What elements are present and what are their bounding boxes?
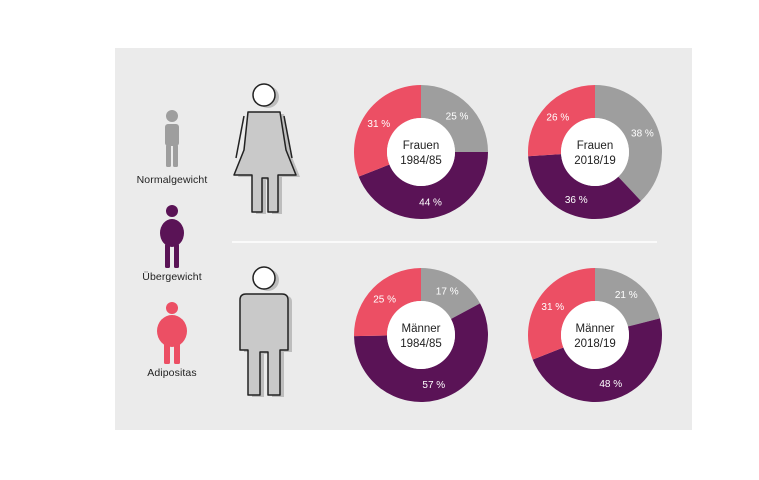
donut-3-slice-normal (421, 268, 481, 319)
donut-1-slice-overweight (358, 152, 488, 219)
donut-3-label-normal: 17 % (436, 287, 459, 298)
donut-1-label-overweight: 44 % (419, 198, 442, 209)
donut-4-slice-normal (595, 268, 660, 327)
donut-3-title-line-2: 1984/85 (400, 338, 442, 350)
donut-3-label-obese: 25 % (373, 295, 396, 306)
donut-2-slice-overweight (528, 154, 641, 220)
donut-1-title-line-2: 1984/85 (400, 155, 442, 167)
donut-4-title-line-2: 2018/19 (574, 338, 616, 350)
donut-3-center (387, 301, 455, 369)
donut-1-slice-obese (354, 85, 421, 177)
donut-2-label-overweight: 36 % (565, 195, 588, 206)
donut-4-slice-overweight (532, 318, 663, 403)
donut-1-title-line-1: Frauen (403, 140, 439, 152)
legend-label-overweight: Übergewicht (142, 271, 202, 283)
donut-2-center (561, 118, 629, 186)
normal-weight-figure-icon (165, 110, 179, 167)
donut-2-slice-obese (528, 85, 595, 157)
donut-4-center (561, 301, 629, 369)
donut-2-label-obese: 26 % (546, 113, 569, 124)
donut-4-title-line-1: Männer (576, 323, 615, 335)
donut-charts: 25 % 44 % 31 % Frauen 1984/85 38 % 36 % 26 % Fra… (353, 85, 663, 403)
man-pictogram-icon (239, 266, 292, 397)
donut-1-center (387, 118, 455, 186)
obese-figure-icon (157, 302, 187, 364)
donut-3-title-line-1: Männer (402, 323, 441, 335)
donut-3-slice-overweight (354, 303, 488, 402)
donut-3-label-overweight: 57 % (422, 380, 445, 391)
legend-label-normal: Normalgewicht (136, 174, 208, 186)
donut-4-label-normal: 21 % (615, 290, 638, 301)
legend-label-obese: Adipositas (147, 367, 197, 379)
donut-2-title-line-2: 2018/19 (574, 155, 616, 167)
donut-2-label-normal: 38 % (631, 129, 654, 140)
donut-1-label-obese: 31 % (367, 119, 390, 130)
donut-4-slice-obese (527, 268, 595, 360)
donut-2-slice-normal (595, 85, 662, 201)
donut-4-label-obese: 31 % (541, 302, 564, 313)
donut-1-label-normal: 25 % (446, 111, 469, 122)
donut-3-slice-obese (353, 268, 421, 337)
donut-2-title-line-1: Frauen (577, 140, 613, 152)
donut-4-label-overweight: 48 % (599, 379, 622, 390)
donut-1-slice-normal (421, 85, 488, 152)
woman-pictogram-icon (233, 83, 300, 214)
overweight-figure-icon (160, 205, 184, 268)
